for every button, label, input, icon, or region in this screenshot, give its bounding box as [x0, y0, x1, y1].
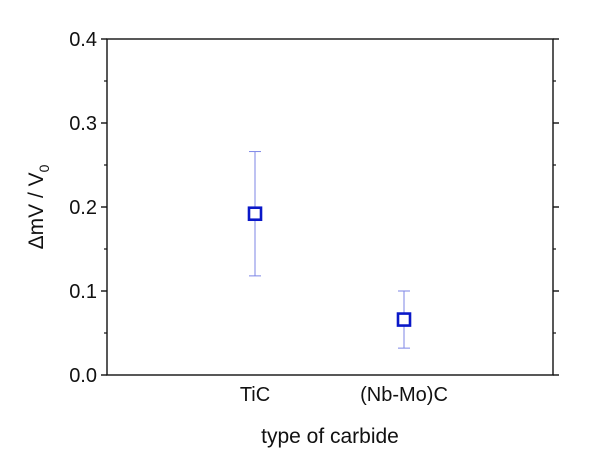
- y-axis-title-subscript: 0: [36, 164, 52, 172]
- data-markers: [247, 206, 412, 327]
- y-axis-ticks: 0.0 0.1 0.2 0.3 0.4: [69, 29, 559, 387]
- y-axis-title-main: ΔmV / V: [25, 172, 48, 249]
- y-tick-label: 0.3: [69, 113, 97, 135]
- y-tick-label: 0.1: [69, 281, 97, 303]
- data-point-marker: [247, 206, 263, 222]
- error-bars: [249, 151, 410, 349]
- y-tick-label: 0.2: [69, 197, 97, 219]
- x-tick-label: TiC: [240, 384, 270, 406]
- x-tick-label: (Nb-Mo)C: [360, 384, 448, 406]
- x-axis-title: type of carbide: [261, 425, 399, 448]
- y-tick-label: 0.4: [69, 29, 97, 51]
- y-tick-label: 0.0: [69, 365, 97, 387]
- x-axis-ticks: TiC (Nb-Mo)C: [240, 384, 448, 406]
- plot-frame: [106, 38, 554, 376]
- y-axis-title: ΔmV / V0: [25, 164, 52, 249]
- data-point-marker: [396, 312, 412, 327]
